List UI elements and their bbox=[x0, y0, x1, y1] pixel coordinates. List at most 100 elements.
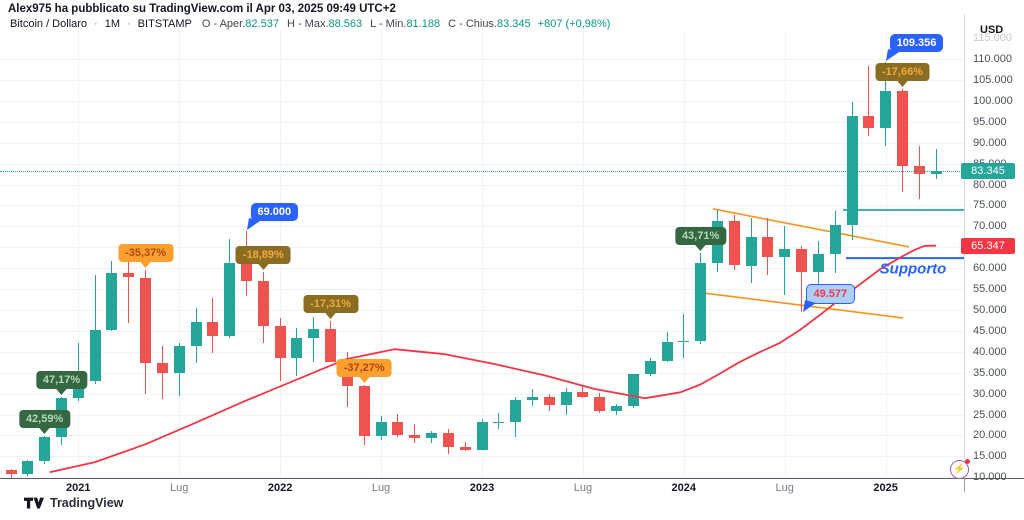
tradingview-attribution[interactable]: TradingView bbox=[24, 496, 123, 510]
candle bbox=[493, 422, 505, 424]
candle-wick bbox=[414, 423, 416, 444]
candle bbox=[880, 90, 892, 129]
axis-corner-tick bbox=[964, 478, 965, 492]
change-value: +807 (+0,98%) bbox=[537, 18, 611, 30]
price-tick: 75.000 bbox=[973, 199, 1007, 212]
support-label: Supporto bbox=[879, 260, 947, 278]
price-tick: 55.000 bbox=[973, 283, 1007, 295]
candle bbox=[207, 322, 219, 336]
candle bbox=[459, 447, 471, 450]
notification-dot bbox=[965, 459, 970, 464]
candle bbox=[510, 399, 522, 423]
exchange-label: BITSTAMP bbox=[137, 18, 192, 30]
ohlc-values: O - Aper.82.537 H - Max.88.563 L - Min.81.… bbox=[202, 18, 531, 30]
candle bbox=[241, 262, 252, 281]
price-tick: 25.000 bbox=[973, 408, 1007, 421]
price-tick: 40.000 bbox=[973, 345, 1007, 358]
candle bbox=[594, 396, 606, 411]
candle bbox=[392, 421, 404, 436]
price-tick: 90.000 bbox=[973, 136, 1007, 149]
candle bbox=[678, 341, 690, 343]
candle bbox=[543, 396, 555, 406]
candle bbox=[325, 328, 337, 362]
candle bbox=[695, 263, 707, 341]
time-axis-border bbox=[0, 478, 1024, 479]
interval-label[interactable]: 1M bbox=[104, 18, 120, 30]
candle bbox=[140, 277, 152, 363]
candle-wick bbox=[935, 148, 937, 180]
candle-wick bbox=[784, 226, 786, 296]
time-tick-lug: Lug bbox=[170, 482, 189, 494]
candle bbox=[308, 328, 320, 339]
callout-tail bbox=[257, 263, 270, 271]
price-tick: 95.000 bbox=[973, 115, 1007, 128]
ohlc-high-value: 88.563 bbox=[328, 18, 363, 30]
ohlc-low: L - Min.81.188 bbox=[370, 18, 440, 30]
callout-price-jan-2025-high: 109.356 bbox=[885, 33, 944, 61]
price-tick: 35.000 bbox=[973, 366, 1007, 379]
candle bbox=[762, 236, 774, 257]
channel-upper-line bbox=[712, 208, 910, 248]
time-tick-2024: 2024 bbox=[671, 482, 697, 494]
ohlc-high-label: H - Max. bbox=[286, 18, 329, 30]
gridline-vertical bbox=[381, 30, 382, 478]
candle-wick bbox=[868, 66, 870, 137]
candle bbox=[627, 374, 639, 407]
candle bbox=[526, 396, 538, 400]
candle bbox=[39, 436, 51, 462]
candle bbox=[123, 273, 135, 278]
time-tick-lug: Lug bbox=[573, 482, 593, 494]
ohlc-close-label: C - Chius. bbox=[448, 18, 497, 30]
callout-tail bbox=[802, 299, 816, 312]
callout-tail bbox=[38, 426, 51, 434]
gridline-vertical bbox=[78, 30, 80, 478]
candle bbox=[560, 391, 572, 406]
callout-gain-nov-2020: 42,59% bbox=[18, 409, 71, 434]
candle bbox=[291, 338, 303, 359]
symbol-name[interactable]: Bitcoin / Dollaro bbox=[10, 18, 88, 30]
chart-legend: Bitcoin / Dollaro · 1M · BITSTAMP O - Ap… bbox=[10, 18, 610, 30]
candle bbox=[426, 433, 437, 438]
price-tick: 60.000 bbox=[973, 262, 1007, 275]
price-tick: 20.000 bbox=[973, 429, 1007, 442]
price-tick: 105.000 bbox=[973, 73, 1013, 86]
tradingview-logo-icon bbox=[24, 497, 44, 508]
callout-tail bbox=[324, 311, 337, 319]
candle bbox=[829, 225, 841, 255]
time-tick-2021: 2021 bbox=[66, 482, 91, 494]
callout-drop-jun-2022: -37,27% bbox=[336, 359, 392, 384]
candle bbox=[274, 325, 286, 359]
time-tick-2022: 2022 bbox=[267, 482, 293, 494]
ohlc-high: H - Max.88.563 bbox=[287, 18, 362, 30]
ohlc-close: C - Chius.83.345 bbox=[448, 18, 531, 30]
price-tick: 15.000 bbox=[973, 450, 1007, 463]
publish-header: Alex975 ha pubblicato su TradingView.com… bbox=[8, 3, 396, 15]
candle bbox=[897, 90, 908, 167]
legend-separator: · bbox=[94, 18, 98, 30]
flash-publish-icon[interactable]: ⚡ bbox=[950, 459, 970, 479]
callout-gain-dec-2020: 47,17% bbox=[35, 370, 88, 395]
callout-price-nov-2021-high: 69.000 bbox=[246, 202, 299, 230]
candle bbox=[745, 236, 757, 266]
candle bbox=[409, 435, 421, 438]
candle-wick bbox=[683, 314, 685, 358]
price-tick: 50.000 bbox=[973, 303, 1007, 316]
price-tick: 45.000 bbox=[973, 324, 1007, 337]
callout-tail bbox=[885, 48, 899, 61]
gridline-vertical bbox=[179, 30, 181, 478]
gridline-vertical bbox=[683, 30, 685, 478]
ma-value-badge: 65.347 bbox=[961, 237, 1015, 254]
candle bbox=[796, 248, 807, 273]
last-price-badge: 83.345 bbox=[961, 162, 1015, 179]
candle bbox=[173, 345, 185, 373]
ohlc-low-label: L - Min. bbox=[370, 18, 407, 30]
candle bbox=[156, 363, 168, 373]
callout-drop-may-2021: -35,37% bbox=[118, 244, 174, 269]
candle bbox=[22, 461, 34, 474]
candle bbox=[611, 406, 622, 411]
callout-tail bbox=[246, 217, 260, 230]
callout-tail bbox=[896, 80, 909, 88]
ohlc-open-label: O - Aper. bbox=[201, 18, 246, 30]
lightning-icon: ⚡ bbox=[953, 464, 966, 475]
